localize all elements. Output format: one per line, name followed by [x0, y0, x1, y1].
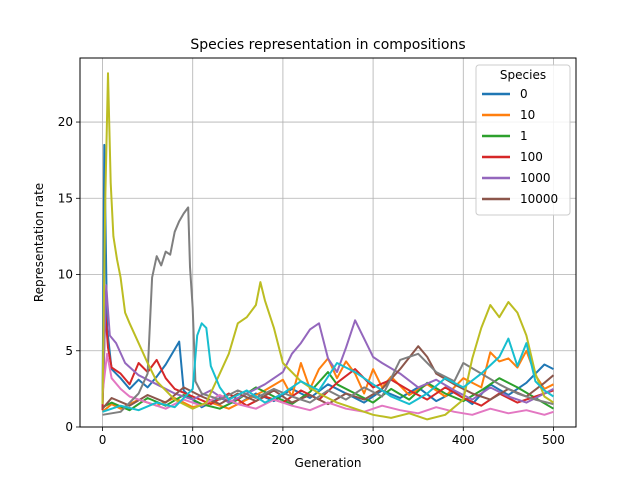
- y-tick-label: 0: [65, 420, 73, 434]
- x-tick-label: 0: [99, 433, 107, 447]
- series-line-8: [101, 72, 555, 421]
- axis-ticks: 0 100 200 300 400 500 0 5 10 15 20: [58, 115, 565, 447]
- series-line-1: [101, 349, 554, 413]
- x-tick-label: 300: [362, 433, 385, 447]
- x-tick-label: 500: [542, 433, 565, 447]
- y-tick-label: 20: [58, 115, 73, 129]
- series-line-7: [102, 206, 554, 416]
- x-axis-label: Generation: [295, 456, 362, 470]
- series-line-6: [101, 352, 554, 416]
- y-tick-label: 15: [58, 191, 73, 205]
- legend-title: Species: [500, 68, 546, 82]
- y-tick-label: 5: [65, 344, 73, 358]
- legend-entry: 100: [520, 150, 543, 164]
- series-layer: [101, 72, 555, 421]
- series-line-9: [102, 322, 555, 413]
- legend-entry: 1: [520, 129, 528, 143]
- x-tick-label: 400: [452, 433, 475, 447]
- chart-title: Species representation in compositions: [190, 37, 465, 53]
- series-line-4: [101, 284, 554, 405]
- legend-entry: 10: [520, 108, 535, 122]
- x-tick-label: 200: [271, 433, 294, 447]
- legend-entry: 0: [520, 87, 528, 101]
- x-tick-label: 100: [181, 433, 204, 447]
- y-axis-label: Representation rate: [32, 183, 46, 302]
- legend: Species 0 10 1 100 1000 10000: [475, 64, 571, 216]
- y-tick-label: 10: [58, 268, 73, 282]
- plot-frame: [79, 57, 577, 428]
- series-line-5: [101, 345, 555, 410]
- legend-entry: 10000: [520, 192, 558, 206]
- legend-entry: 1000: [520, 171, 551, 185]
